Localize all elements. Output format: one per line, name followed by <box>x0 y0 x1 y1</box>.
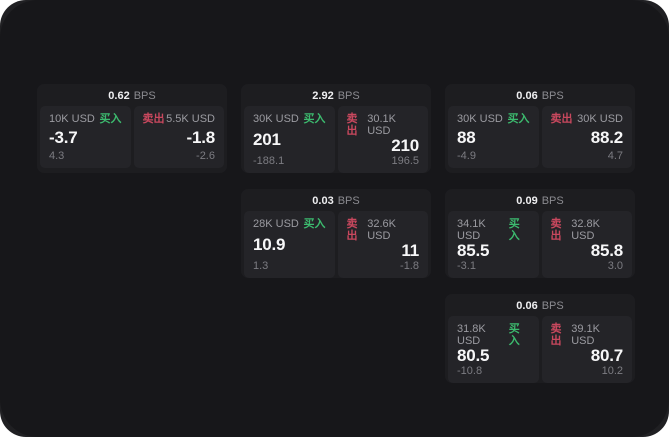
sell-delta: -2.6 <box>196 150 215 162</box>
quote-card: 0.03 BPS 28K USD 买入 10.9 1.3 卖出 32.6K US… <box>241 189 431 278</box>
sell-panel[interactable]: 卖出 39.1K USD 80.7 10.2 <box>541 316 632 383</box>
panels: 31.8K USD 买入 80.5 -10.8 卖出 39.1K USD 80.… <box>448 316 632 383</box>
panels: 34.1K USD 买入 85.5 -3.1 卖出 32.8K USD 85.8… <box>448 211 632 278</box>
buy-delta: -3.1 <box>457 260 476 272</box>
spread-unit: BPS <box>337 90 360 102</box>
sell-button[interactable]: 卖出 <box>142 113 165 125</box>
quote-card: 0.09 BPS 34.1K USD 买入 85.5 -3.1 卖出 32.8K… <box>445 189 635 278</box>
buy-button[interactable]: 买入 <box>303 218 326 230</box>
buy-panel[interactable]: 31.8K USD 买入 80.5 -10.8 <box>448 316 539 383</box>
buy-delta: 4.3 <box>49 150 65 162</box>
panels: 10K USD 买入 -3.7 4.3 卖出 5.5K USD -1.8 -2.… <box>40 106 224 168</box>
buy-amount-label: 10K USD <box>49 113 95 125</box>
sell-amount-label: 30K USD <box>577 113 623 125</box>
sell-amount-label: 30.1K USD <box>367 113 396 137</box>
spread-unit: BPS <box>541 90 564 102</box>
panels: 30K USD 买入 88 -4.9 卖出 30K USD 88.2 4.7 <box>448 106 632 168</box>
panels: 30K USD 买入 201 -188.1 卖出 30.1K USD 210 1… <box>244 106 428 173</box>
spread-value: 0.09 <box>516 195 538 207</box>
sell-price: 85.8 <box>590 241 623 260</box>
spread-unit: BPS <box>541 300 564 312</box>
sell-price: 210 <box>391 136 419 155</box>
quote-card: 0.06 BPS 31.8K USD 买入 80.5 -10.8 卖出 39.1… <box>445 294 635 383</box>
sell-price: 11 <box>401 241 419 260</box>
buy-price: 88 <box>457 127 476 147</box>
sell-price: -1.8 <box>186 127 216 147</box>
spread-unit: BPS <box>133 90 156 102</box>
buy-delta: -188.1 <box>253 155 285 167</box>
buy-button[interactable]: 买入 <box>303 113 326 125</box>
buy-amount-label: 30K USD <box>457 113 503 125</box>
buy-price: 85.5 <box>457 241 490 260</box>
spread-header: 0.03 BPS <box>244 192 428 211</box>
sell-delta: 4.7 <box>607 150 623 162</box>
buy-delta: -4.9 <box>457 150 476 162</box>
buy-panel[interactable]: 34.1K USD 买入 85.5 -3.1 <box>448 211 539 278</box>
buy-button[interactable]: 买入 <box>508 218 520 242</box>
spread-value: 0.06 <box>516 300 538 312</box>
sell-panel[interactable]: 卖出 32.6K USD 11 -1.8 <box>337 211 428 278</box>
buy-button[interactable]: 买入 <box>99 113 122 125</box>
spread-header: 0.09 BPS <box>448 192 632 211</box>
sell-price: 80.7 <box>590 346 623 365</box>
buy-amount-label: 28K USD <box>253 218 299 230</box>
buy-price: 201 <box>253 130 281 149</box>
sell-panel[interactable]: 卖出 30.1K USD 210 196.5 <box>337 106 428 173</box>
buy-delta: -10.8 <box>457 365 483 377</box>
spread-header: 2.92 BPS <box>244 87 428 106</box>
sell-panel[interactable]: 卖出 30K USD 88.2 4.7 <box>541 106 632 168</box>
sell-price: 88.2 <box>590 127 623 147</box>
buy-panel[interactable]: 10K USD 买入 -3.7 4.3 <box>40 106 131 168</box>
sell-panel[interactable]: 卖出 32.8K USD 85.8 3.0 <box>541 211 632 278</box>
buy-delta: 1.3 <box>253 260 269 272</box>
spread-unit: BPS <box>337 195 360 207</box>
spread-header: 0.62 BPS <box>40 87 224 106</box>
sell-button[interactable]: 卖出 <box>550 323 562 347</box>
sell-amount-label: 32.8K USD <box>571 218 600 242</box>
quote-card: 0.06 BPS 30K USD 买入 88 -4.9 卖出 30K USD <box>445 84 635 173</box>
spread-value: 0.06 <box>516 90 538 102</box>
spread-value: 0.03 <box>312 195 334 207</box>
sell-button[interactable]: 卖出 <box>346 113 358 137</box>
panels: 28K USD 买入 10.9 1.3 卖出 32.6K USD 11 -1.8 <box>244 211 428 278</box>
spread-value: 0.62 <box>108 90 130 102</box>
buy-amount-label: 30K USD <box>253 113 299 125</box>
sell-delta: 10.2 <box>601 365 623 377</box>
quote-card: 0.62 BPS 10K USD 买入 -3.7 4.3 卖出 5.5K USD <box>37 84 227 173</box>
sell-amount-label: 39.1K USD <box>571 323 600 347</box>
buy-panel[interactable]: 28K USD 买入 10.9 1.3 <box>244 211 335 278</box>
buy-button[interactable]: 买入 <box>507 113 530 125</box>
sell-delta: 196.5 <box>391 155 419 167</box>
cards-grid: 0.62 BPS 10K USD 买入 -3.7 4.3 卖出 5.5K USD <box>37 84 635 383</box>
buy-price: 10.9 <box>253 235 286 254</box>
sell-panel[interactable]: 卖出 5.5K USD -1.8 -2.6 <box>133 106 224 168</box>
sell-button[interactable]: 卖出 <box>346 218 358 242</box>
spread-value: 2.92 <box>312 90 334 102</box>
sell-button[interactable]: 卖出 <box>550 218 562 242</box>
spread-header: 0.06 BPS <box>448 297 632 316</box>
buy-amount-label: 34.1K USD <box>457 218 486 242</box>
sell-amount-label: 32.6K USD <box>367 218 396 242</box>
buy-price: 80.5 <box>457 346 490 365</box>
buy-panel[interactable]: 30K USD 买入 88 -4.9 <box>448 106 539 168</box>
buy-button[interactable]: 买入 <box>508 323 520 347</box>
spread-header: 0.06 BPS <box>448 87 632 106</box>
sell-delta: 3.0 <box>607 260 623 272</box>
buy-price: -3.7 <box>49 127 78 147</box>
quote-card: 2.92 BPS 30K USD 买入 201 -188.1 卖出 30.1K … <box>241 84 431 173</box>
sell-amount-label: 5.5K USD <box>166 113 215 125</box>
buy-panel[interactable]: 30K USD 买入 201 -188.1 <box>244 106 335 173</box>
spread-unit: BPS <box>541 195 564 207</box>
sell-button[interactable]: 卖出 <box>550 113 573 125</box>
buy-amount-label: 31.8K USD <box>457 323 486 347</box>
sell-delta: -1.8 <box>400 260 419 272</box>
